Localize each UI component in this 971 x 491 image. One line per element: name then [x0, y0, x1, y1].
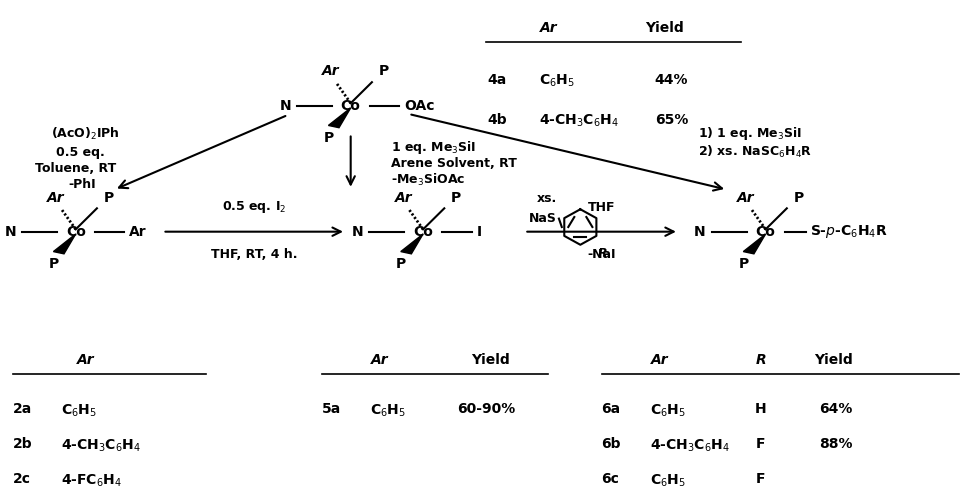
Text: 4b: 4b: [487, 112, 507, 127]
Text: 0.5 eq.: 0.5 eq.: [56, 146, 105, 159]
Polygon shape: [401, 234, 423, 254]
Text: P: P: [49, 257, 59, 272]
Text: C$_6$H$_5$: C$_6$H$_5$: [650, 472, 686, 489]
Polygon shape: [744, 234, 765, 254]
Text: N: N: [352, 225, 363, 239]
Text: NaS: NaS: [529, 212, 557, 225]
Text: (AcO)$_2$IPh: (AcO)$_2$IPh: [50, 126, 119, 141]
Text: xs.: xs.: [537, 192, 557, 205]
Text: 6b: 6b: [602, 437, 621, 451]
Text: 2) xs. NaSC$_6$H$_4$R: 2) xs. NaSC$_6$H$_4$R: [698, 144, 813, 161]
Text: Ar: Ar: [651, 353, 668, 367]
Text: Ar: Ar: [129, 225, 147, 239]
Text: Yield: Yield: [645, 22, 684, 35]
Text: H: H: [755, 402, 766, 416]
Text: 44%: 44%: [654, 73, 688, 87]
Text: -NaI: -NaI: [587, 248, 616, 261]
Text: Co: Co: [413, 225, 433, 239]
Text: C$_6$H$_5$: C$_6$H$_5$: [650, 402, 686, 419]
Text: P: P: [396, 257, 407, 272]
Text: Arene Solvent, RT: Arene Solvent, RT: [391, 158, 518, 170]
Text: F: F: [756, 437, 765, 451]
Text: 4a: 4a: [487, 73, 507, 87]
Text: N: N: [4, 225, 16, 239]
Text: Ar: Ar: [394, 191, 412, 205]
Text: R: R: [755, 353, 766, 367]
Text: THF: THF: [587, 201, 616, 214]
Polygon shape: [328, 108, 351, 128]
Text: C$_6$H$_5$: C$_6$H$_5$: [61, 402, 97, 419]
Text: Yield: Yield: [471, 353, 510, 367]
Text: P: P: [323, 131, 334, 145]
Text: P: P: [793, 191, 804, 205]
Text: Ar: Ar: [48, 191, 65, 205]
Text: Co: Co: [755, 225, 776, 239]
Text: 88%: 88%: [819, 437, 853, 451]
Text: 6c: 6c: [602, 472, 619, 486]
Text: R: R: [598, 247, 607, 260]
Text: N: N: [694, 225, 706, 239]
Text: -PhI: -PhI: [69, 178, 96, 191]
Text: 1 eq. Me$_3$SiI: 1 eq. Me$_3$SiI: [391, 139, 477, 156]
Text: 64%: 64%: [819, 402, 852, 416]
Text: C$_6$H$_5$: C$_6$H$_5$: [539, 73, 575, 89]
Text: 1) 1 eq. Me$_3$SiI: 1) 1 eq. Me$_3$SiI: [698, 125, 802, 142]
Text: 2c: 2c: [13, 472, 31, 486]
Text: S-$p$-C$_6$H$_4$R: S-$p$-C$_6$H$_4$R: [810, 223, 887, 240]
Text: Ar: Ar: [371, 353, 388, 367]
Text: 4-CH$_3$C$_6$H$_4$: 4-CH$_3$C$_6$H$_4$: [61, 437, 142, 454]
Text: -Me$_3$SiOAc: -Me$_3$SiOAc: [391, 172, 465, 189]
Text: P: P: [379, 64, 388, 79]
Text: Ar: Ar: [322, 64, 340, 79]
Text: C$_6$H$_5$: C$_6$H$_5$: [370, 402, 406, 419]
Text: Toluene, RT: Toluene, RT: [35, 162, 117, 175]
Text: THF, RT, 4 h.: THF, RT, 4 h.: [211, 248, 297, 261]
Text: Ar: Ar: [77, 353, 94, 367]
Text: I: I: [477, 225, 482, 239]
Text: 0.5 eq. I$_2$: 0.5 eq. I$_2$: [222, 199, 286, 216]
Text: Ar: Ar: [737, 191, 754, 205]
Text: 60-90%: 60-90%: [456, 402, 515, 416]
Text: 4-CH$_3$C$_6$H$_4$: 4-CH$_3$C$_6$H$_4$: [650, 437, 730, 454]
Text: Co: Co: [66, 225, 85, 239]
Text: 65%: 65%: [654, 112, 688, 127]
Text: 4-FC$_6$H$_4$: 4-FC$_6$H$_4$: [61, 472, 122, 489]
Text: 2a: 2a: [13, 402, 32, 416]
Text: Yield: Yield: [814, 353, 853, 367]
Text: P: P: [103, 191, 114, 205]
Polygon shape: [53, 234, 76, 254]
Text: Ar: Ar: [540, 22, 557, 35]
Text: P: P: [739, 257, 749, 272]
Text: 4-CH$_3$C$_6$H$_4$: 4-CH$_3$C$_6$H$_4$: [539, 112, 619, 129]
Text: OAc: OAc: [404, 99, 435, 112]
Text: 5a: 5a: [321, 402, 341, 416]
Text: 2b: 2b: [13, 437, 33, 451]
Text: F: F: [756, 472, 765, 486]
Text: N: N: [280, 99, 291, 112]
Text: P: P: [451, 191, 461, 205]
Text: 6a: 6a: [602, 402, 620, 416]
Text: Co: Co: [341, 99, 360, 112]
